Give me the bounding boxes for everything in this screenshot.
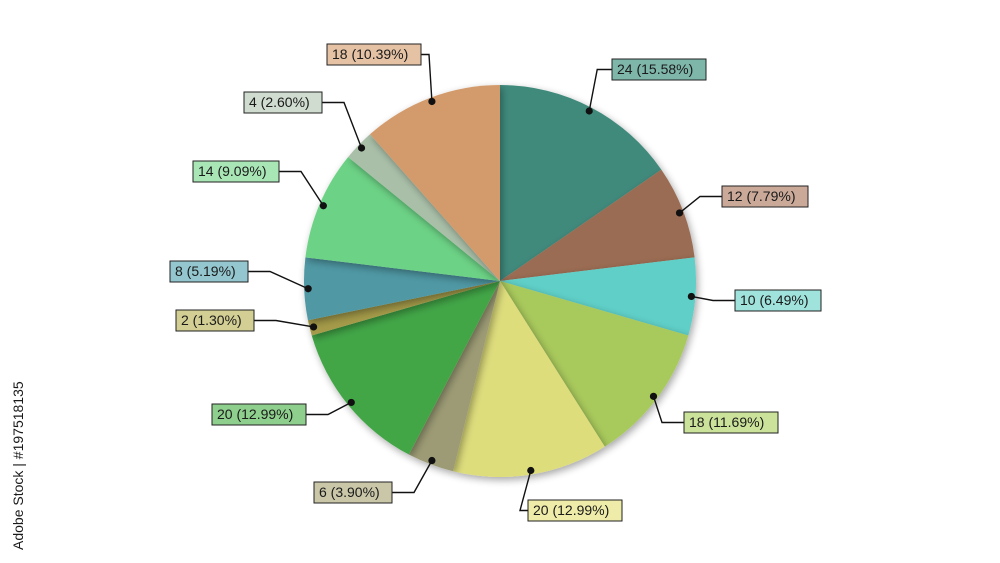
slice-label-box bbox=[169, 260, 249, 283]
leader-dot bbox=[347, 398, 355, 407]
slice-label: 6 (3.90%) bbox=[319, 484, 380, 500]
pie-slice bbox=[500, 85, 662, 281]
pie-slices bbox=[304, 85, 696, 477]
leader-line bbox=[588, 68, 612, 112]
pie-slice bbox=[500, 257, 696, 336]
pie-slice bbox=[370, 85, 500, 281]
leader-line bbox=[679, 195, 722, 214]
leader-line bbox=[652, 396, 684, 424]
leader-dot bbox=[527, 466, 535, 475]
leader-line bbox=[691, 295, 735, 302]
slice-label-box bbox=[313, 481, 393, 504]
leader-line bbox=[421, 53, 433, 102]
leader-line bbox=[279, 170, 324, 207]
slice-label-box bbox=[683, 411, 779, 434]
slice-label-box bbox=[243, 91, 323, 114]
watermark: Adobe Stock | #197518135 bbox=[6, 335, 32, 550]
leader-line bbox=[519, 470, 532, 512]
leader-line bbox=[306, 401, 352, 416]
slice-label: 12 (7.79%) bbox=[727, 188, 795, 204]
leader-dot bbox=[357, 144, 366, 152]
slice-label-box bbox=[721, 185, 809, 208]
slice-label: 4 (2.60%) bbox=[249, 94, 310, 110]
slice-label-box bbox=[611, 58, 707, 81]
callouts: 24 (15.58%) 12 (7.79%) 10 (6.49%) 18 (11.69… bbox=[169, 43, 822, 522]
slice-label: 10 (6.49%) bbox=[740, 292, 808, 308]
slice-label-box bbox=[211, 403, 307, 426]
slice-label-box bbox=[734, 289, 822, 312]
slice-label: 18 (10.39%) bbox=[332, 46, 408, 62]
pie-slice bbox=[500, 281, 689, 447]
slice-label: 2 (1.30%) bbox=[181, 312, 242, 328]
pie-slice bbox=[307, 281, 500, 336]
leader-line bbox=[248, 270, 309, 290]
leader-dot bbox=[309, 323, 318, 331]
slice-label: 20 (12.99%) bbox=[217, 406, 293, 422]
slice-label-box bbox=[175, 309, 255, 332]
slice-label: 18 (11.69%) bbox=[689, 414, 764, 430]
slice-label: 8 (5.19%) bbox=[175, 263, 236, 279]
slice-label: 20 (12.99%) bbox=[533, 502, 609, 518]
pie-slice bbox=[408, 281, 500, 472]
pie-slice bbox=[311, 281, 500, 455]
slice-label-box bbox=[527, 499, 623, 522]
pie-slice bbox=[304, 257, 500, 321]
leader-dot bbox=[428, 97, 436, 106]
slice-label: 24 (15.58%) bbox=[617, 61, 693, 77]
leader-line bbox=[322, 101, 363, 149]
slice-label: 14 (9.09%) bbox=[198, 163, 266, 179]
watermark-text: Adobe Stock | #197518135 bbox=[10, 381, 26, 550]
leader-dot bbox=[304, 285, 312, 293]
pie-slice bbox=[348, 134, 500, 281]
leader-dot bbox=[428, 456, 436, 465]
pie-slice bbox=[453, 281, 605, 477]
leader-dot bbox=[585, 107, 593, 115]
leader-dot bbox=[649, 392, 658, 400]
slice-label-box bbox=[326, 43, 422, 66]
leader-line bbox=[392, 460, 433, 494]
pie-slice bbox=[500, 169, 695, 281]
leader-dot bbox=[675, 209, 684, 217]
leader-dot bbox=[687, 292, 695, 301]
pie-slice bbox=[305, 157, 500, 281]
slice-label-box bbox=[192, 160, 280, 183]
leader-dot bbox=[319, 202, 327, 210]
leader-line bbox=[254, 319, 314, 328]
